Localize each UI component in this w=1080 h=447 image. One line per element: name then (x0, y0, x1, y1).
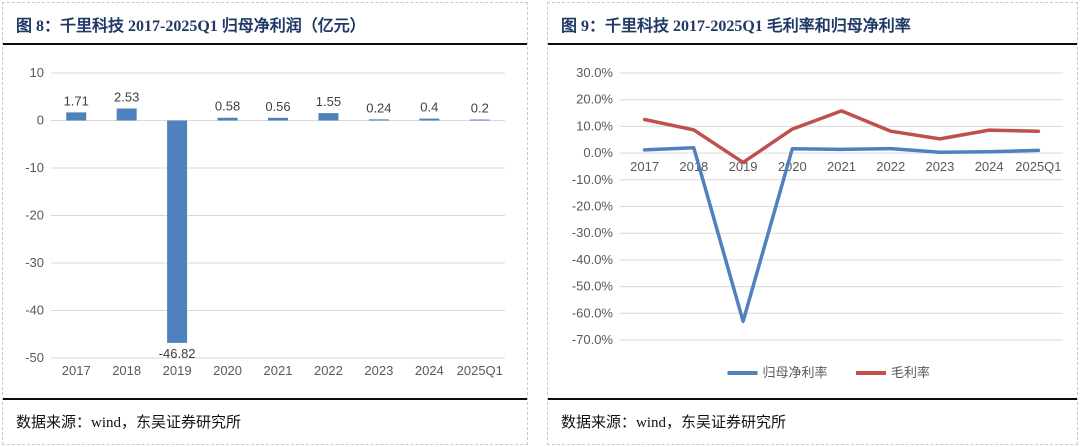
figure8-source: 数据来源：wind，东吴证券研究所 (3, 398, 527, 444)
bar (268, 117, 288, 121)
figure8-title: 图 8：千里科技 2017-2025Q1 归母净利润（亿元） (3, 3, 527, 45)
y-tick-label: -40 (25, 303, 44, 318)
legend-label: 毛利率 (891, 365, 930, 380)
bars (66, 108, 490, 343)
bar (167, 120, 188, 343)
x-tick-label: 2019 (163, 363, 192, 378)
line-series-group (642, 109, 1041, 324)
y-tick-label: 20.0% (576, 92, 613, 107)
figure9-title: 图 9：千里科技 2017-2025Q1 毛利率和归母净利率 (548, 3, 1077, 45)
x-tick-label: 2022 (314, 363, 343, 378)
figure8-panel: 图 8：千里科技 2017-2025Q1 归母净利润（亿元） 10 0 -10 -20… (2, 2, 528, 445)
y-tick-label: 10.0% (576, 118, 613, 133)
x-tick-label: 2025Q1 (457, 363, 503, 378)
bar (318, 113, 339, 121)
y-tick-label: -10.0% (572, 172, 614, 187)
y-tick-label: -30 (25, 255, 44, 270)
y-tick-label: -70.0% (572, 332, 614, 347)
x-tick-label: 2024 (975, 159, 1004, 174)
y-tick-label: -60.0% (572, 305, 614, 320)
bar (469, 119, 490, 121)
x-axis-labels: 2017 2018 2019 2020 2021 2022 2023 2024 2025Q1 (62, 363, 503, 378)
x-tick-label: 2018 (112, 363, 141, 378)
bar (217, 117, 238, 121)
x-tick-label: 2019 (729, 159, 758, 174)
y-tick-label: -10 (25, 160, 44, 175)
y-tick-label: -40.0% (572, 252, 614, 267)
x-tick-label: 2021 (827, 159, 856, 174)
bar-value-label: -46.82 (159, 346, 196, 361)
x-tick-label: 2023 (364, 363, 393, 378)
bar-value-labels: 1.71 2.53 -46.82 0.58 0.56 1.55 0.24 0.4 0.2 (64, 89, 489, 360)
y-axis-tick-labels: 30.0% 20.0% 10.0% 0.0% -10.0% -20.0% -30.0% -40… (572, 65, 614, 347)
bar-value-label: 0.24 (366, 100, 391, 115)
bar (368, 119, 389, 121)
y-tick-label: 0.0% (583, 145, 613, 160)
x-tick-label: 2023 (925, 159, 954, 174)
bar-value-label: 1.71 (64, 93, 89, 108)
margin-line-chart: 30.0% 20.0% 10.0% 0.0% -10.0% -20.0% -30.0% -40… (548, 45, 1077, 398)
legend-label: 归母净利率 (763, 365, 828, 380)
bar-value-label: 0.58 (215, 99, 240, 114)
x-tick-label: 2025Q1 (1015, 159, 1061, 174)
bar-value-label: 0.56 (265, 99, 290, 114)
figure9-source: 数据来源：wind，东吴证券研究所 (548, 398, 1077, 444)
x-tick-label: 2021 (264, 363, 293, 378)
x-tick-label: 2022 (876, 159, 905, 174)
x-tick-label: 2017 (62, 363, 91, 378)
y-tick-label: 10 (30, 65, 44, 80)
bar (66, 112, 87, 121)
x-tick-label: 2017 (630, 159, 659, 174)
bar-value-label: 2.53 (114, 89, 139, 104)
gridlines (620, 72, 1063, 341)
x-axis-labels: 2017 2018 2019 2020 2021 2022 2023 2024 2025Q1 (630, 159, 1061, 174)
bar (419, 118, 440, 121)
y-axis-tick-labels: 10 0 -10 -20 -30 -40 -50 (25, 65, 44, 365)
y-tick-label: -30.0% (572, 225, 614, 240)
y-tick-label: 30.0% (576, 65, 613, 80)
x-tick-label: 2020 (213, 363, 242, 378)
legend: 归母净利率 毛利率 (727, 365, 930, 380)
line-series (642, 109, 1041, 165)
y-tick-label: -20.0% (572, 199, 614, 214)
x-tick-label: 2018 (679, 159, 708, 174)
y-tick-label: -50 (25, 350, 44, 365)
bar-value-label: 0.4 (420, 100, 438, 115)
y-tick-label: -50.0% (572, 279, 614, 294)
y-tick-label: -20 (25, 208, 44, 223)
x-tick-label: 2020 (778, 159, 807, 174)
bar (116, 108, 137, 121)
figure9-panel: 图 9：千里科技 2017-2025Q1 毛利率和归母净利率 30.0% 20.0… (547, 2, 1078, 445)
bar-value-label: 1.55 (316, 94, 341, 109)
line-series (642, 146, 1041, 324)
net-profit-bar-chart: 10 0 -10 -20 -30 -40 -50 2017 2018 2019 2020 2021 20… (3, 45, 527, 398)
y-tick-label: 0 (37, 113, 44, 128)
x-tick-label: 2024 (415, 363, 444, 378)
bar-value-label: 0.2 (471, 101, 489, 116)
